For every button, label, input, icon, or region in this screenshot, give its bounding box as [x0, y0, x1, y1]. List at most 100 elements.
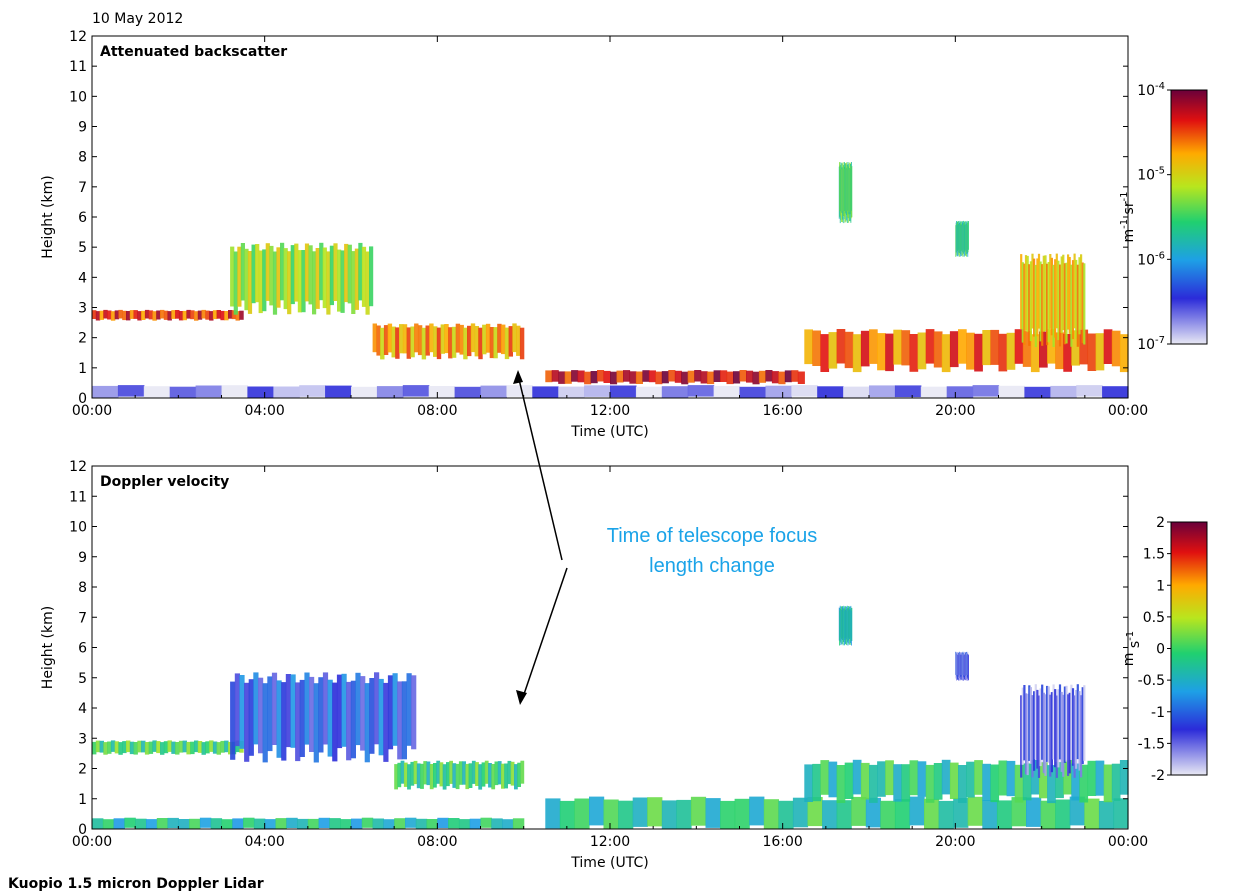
- heatmap-cell: [148, 741, 154, 754]
- heatmap-cell: [920, 386, 948, 398]
- heatmap-cell: [1076, 264, 1079, 347]
- heatmap-cell: [998, 760, 1008, 796]
- heatmap-cell: [308, 245, 313, 305]
- heatmap-cell: [1080, 695, 1083, 778]
- heatmap-cell: [160, 309, 165, 319]
- heatmap-cell: [224, 740, 229, 753]
- heatmap-cell: [92, 310, 97, 319]
- heatmap-cell: [232, 818, 244, 829]
- heatmap-cell: [763, 799, 779, 829]
- heatmap-cell: [1052, 264, 1055, 347]
- heatmap-cell: [258, 677, 264, 754]
- heatmap-cell: [851, 796, 867, 826]
- heatmap-cell: [690, 796, 707, 826]
- heatmap-cell: [517, 762, 521, 787]
- heatmap-cell: [175, 742, 180, 755]
- heatmap-cell: [1023, 263, 1026, 345]
- heatmap-cell: [510, 761, 515, 786]
- heatmap-cell: [322, 247, 327, 309]
- heatmap-cell: [1014, 764, 1024, 803]
- heatmap-cell: [212, 741, 218, 754]
- heatmap-cell: [852, 334, 862, 373]
- heatmap-cell: [253, 818, 266, 829]
- heatmap-cell: [545, 370, 553, 383]
- y-tick-label: 8: [78, 580, 87, 596]
- heatmap-cell: [925, 764, 935, 803]
- heatmap-cell: [463, 327, 468, 360]
- heatmap-cell: [1006, 760, 1016, 797]
- heatmap-cell: [332, 682, 338, 762]
- heatmap-cell: [559, 800, 575, 829]
- heatmap-cell: [361, 817, 374, 828]
- heatmap-cell: [520, 760, 525, 784]
- heatmap-cell: [391, 326, 396, 358]
- heatmap-cell: [990, 764, 1000, 803]
- heatmap-cell: [791, 370, 799, 382]
- heatmap-cell: [415, 818, 428, 829]
- heatmap-cell: [129, 310, 135, 319]
- heatmap-cell: [1102, 386, 1129, 398]
- heatmap-cell: [885, 333, 894, 372]
- heatmap-cell: [1031, 253, 1034, 329]
- heatmap-cell: [336, 674, 343, 749]
- heatmap-cell: [807, 797, 823, 827]
- heatmap-cell: [1041, 684, 1044, 760]
- heatmap-cell: [603, 370, 611, 383]
- heatmap-cell: [436, 760, 441, 784]
- heatmap-cell: [452, 763, 457, 788]
- heatmap-cell: [974, 760, 983, 795]
- heatmap-cell: [304, 243, 310, 302]
- heatmap-cell: [917, 761, 927, 797]
- heatmap-cell: [402, 385, 430, 397]
- heatmap-cell: [354, 248, 359, 310]
- heatmap-cell: [141, 740, 146, 753]
- heatmap-cell: [205, 310, 210, 320]
- heatmap-cell: [1024, 386, 1051, 398]
- heatmap-cell: [1076, 684, 1079, 760]
- heatmap-cell: [209, 311, 214, 321]
- heatmap-cell: [286, 817, 298, 828]
- y-tick-label: 11: [69, 59, 87, 75]
- heatmap-cell: [235, 311, 240, 321]
- heatmap-cell: [299, 385, 326, 397]
- heatmap-cell: [351, 251, 356, 314]
- heatmap-cell: [426, 819, 438, 829]
- heatmap-cell: [1103, 329, 1113, 364]
- heatmap-cell: [118, 309, 123, 319]
- heatmap-cell: [341, 673, 347, 747]
- heatmap-cell: [880, 800, 896, 829]
- heatmap-cell: [1044, 694, 1047, 776]
- y-tick-label: 10: [69, 89, 87, 105]
- heatmap-cell: [1075, 259, 1078, 339]
- colorbar-ticks: 10-7 10-6 10-5 10-4: [1137, 81, 1171, 353]
- heatmap-cell: [403, 762, 408, 787]
- x-axis: 00:00 04:00 08:00 12:00 16:00 20:00 00:00: [72, 466, 1148, 850]
- heatmap-cell: [610, 371, 618, 385]
- heatmap-cell: [804, 329, 813, 365]
- heatmap-cell: [491, 764, 496, 790]
- heatmap-cell: [508, 326, 513, 357]
- heatmap-cell: [448, 327, 453, 359]
- heatmap-cell: [812, 763, 821, 802]
- heatmap-cell: [933, 763, 943, 800]
- heatmap-cell: [468, 763, 473, 788]
- heatmap-cell: [655, 371, 663, 385]
- heatmap-cell: [372, 818, 384, 829]
- heatmap-cell: [713, 385, 741, 398]
- heatmap-cell: [144, 309, 150, 319]
- heatmap-cell: [117, 385, 145, 397]
- heatmap-cell: [471, 760, 476, 784]
- y-tick-label: 3: [78, 731, 87, 747]
- colorbar-ticks: -2 -1.5 -1 -0.5 0 0.5 1 1.5 2: [1138, 515, 1171, 784]
- heatmap-cell: [340, 819, 352, 829]
- heatmap-cell: [564, 371, 572, 384]
- x-axis: 00:00 04:00 08:00 12:00 16:00 20:00 00:00: [72, 36, 1148, 419]
- heatmap-cell: [674, 370, 682, 383]
- heatmap-cell: [163, 741, 169, 754]
- heatmap-cell: [258, 250, 263, 314]
- heatmap-cell: [949, 331, 959, 368]
- heatmap-cell: [178, 740, 184, 753]
- heatmap-cell: [216, 310, 221, 319]
- heatmap-cell: [420, 763, 424, 789]
